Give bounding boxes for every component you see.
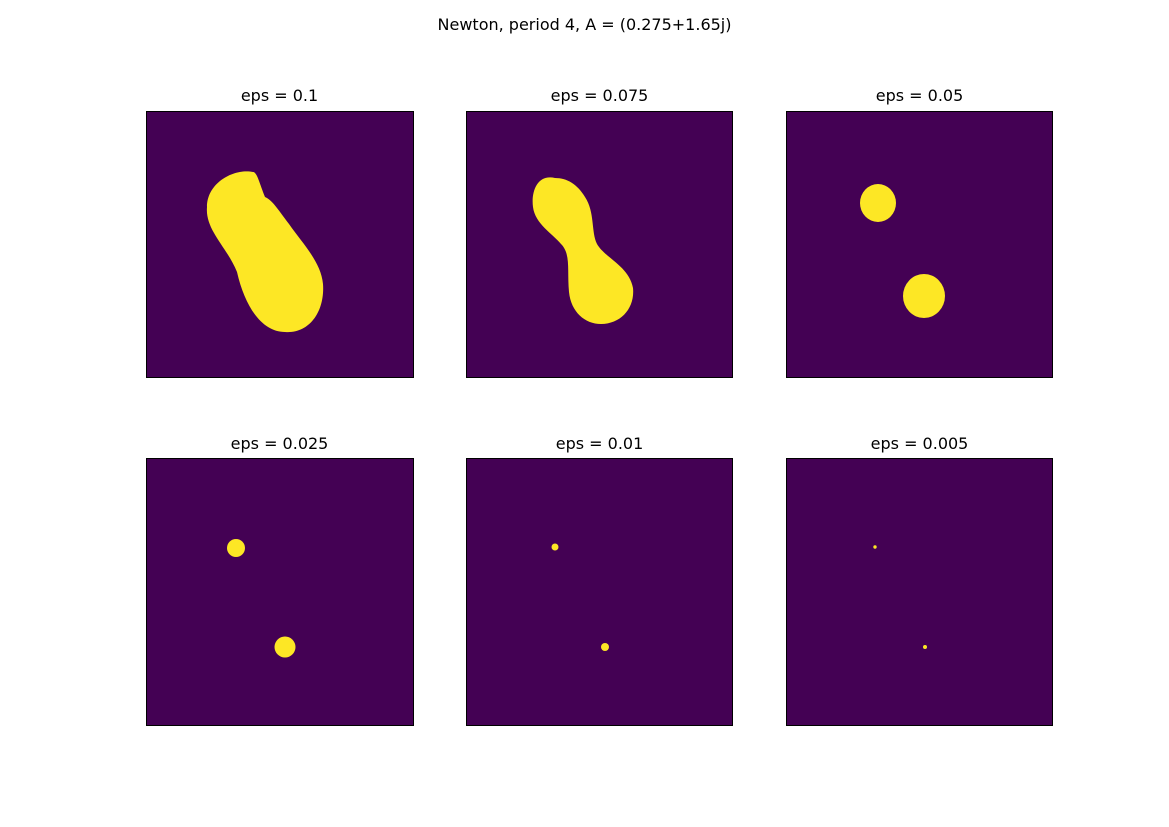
panel-5-blob-upper [551, 543, 559, 551]
figure-title: Newton, period 4, A = (0.275+1.65j) [437, 15, 732, 34]
panel-3-background [787, 112, 1052, 377]
panel-5-blob-lower [601, 643, 609, 651]
panel-title-5: eps = 0.01 [555, 434, 644, 453]
panel-6-blob-upper [873, 545, 877, 549]
panel-5 [466, 458, 733, 726]
panel-2-image [467, 112, 732, 377]
panel-1-image [147, 112, 413, 377]
panel-title-2: eps = 0.075 [550, 86, 649, 105]
panel-4 [146, 458, 414, 726]
panel-6-blob-lower [923, 645, 927, 649]
panel-1-region [206, 171, 324, 333]
panel-5-background [467, 459, 732, 725]
panel-title-6: eps = 0.005 [870, 434, 969, 453]
panel-3-blob-upper [860, 184, 896, 222]
panel-2-region [532, 177, 634, 324]
panel-4-background [147, 459, 413, 725]
panel-4-blob-upper [227, 539, 245, 557]
panel-5-image [467, 459, 732, 725]
panel-title-4: eps = 0.025 [230, 434, 329, 453]
panel-3 [786, 111, 1053, 378]
panel-title-1: eps = 0.1 [240, 86, 319, 105]
panel-6-background [787, 459, 1052, 725]
panel-3-image [787, 112, 1052, 377]
panel-1 [146, 111, 414, 378]
panel-6-image [787, 459, 1052, 725]
panel-2-background [467, 112, 732, 377]
panel-6 [786, 458, 1053, 726]
panel-title-3: eps = 0.05 [875, 86, 964, 105]
panel-3-blob-lower [903, 274, 945, 318]
panel-2 [466, 111, 733, 378]
panel-4-image [147, 459, 413, 725]
panel-4-blob-lower [274, 636, 296, 658]
